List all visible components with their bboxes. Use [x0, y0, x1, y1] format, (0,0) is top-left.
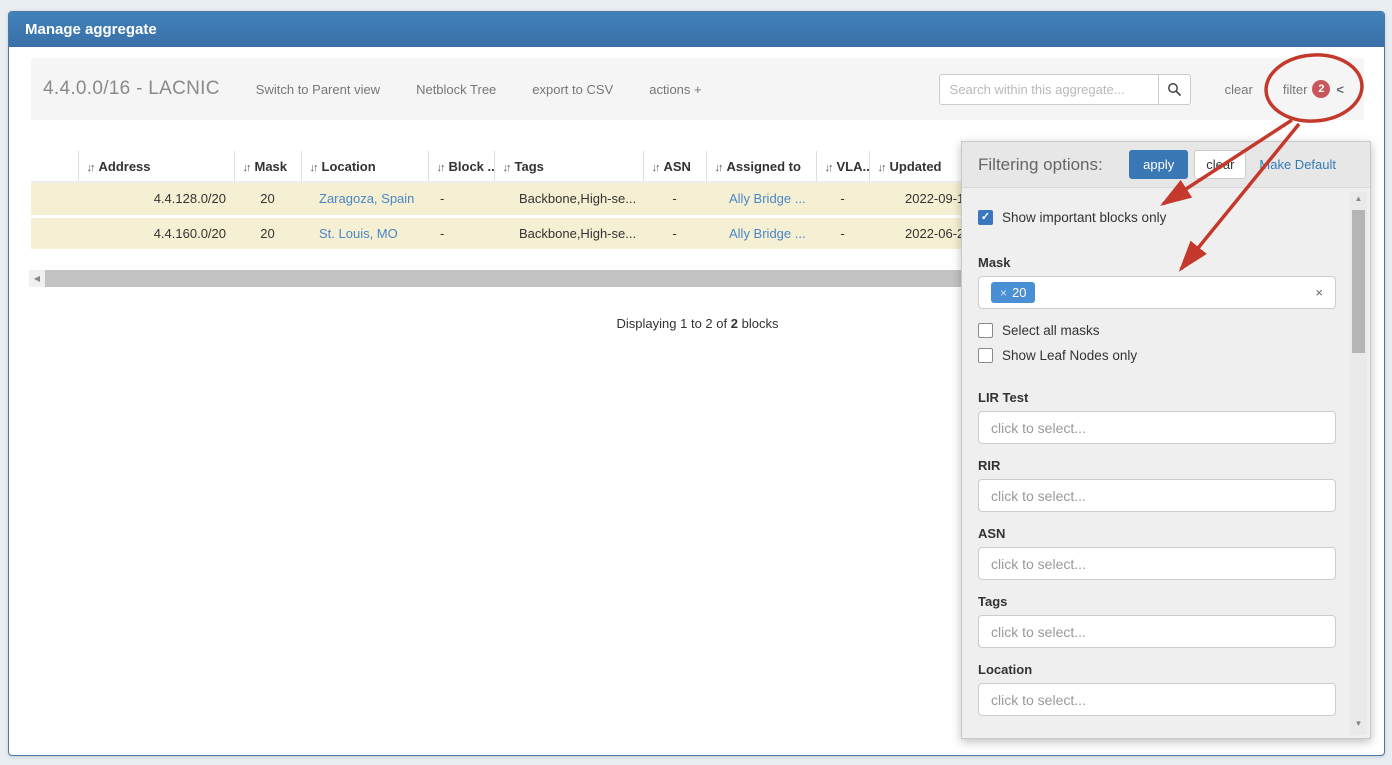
cell-vlan: -: [816, 216, 869, 252]
location-select[interactable]: click to select...: [978, 683, 1336, 716]
apply-button[interactable]: apply: [1129, 150, 1189, 179]
cell-tags: Backbone,High-se...: [494, 216, 643, 252]
check-icon: ✓: [980, 211, 991, 223]
scrollbar-thumb[interactable]: [1352, 210, 1365, 353]
mask-clear-icon[interactable]: ×: [1315, 285, 1323, 300]
netblock-tree-link[interactable]: Netblock Tree: [416, 81, 497, 97]
cell-asn: -: [643, 216, 706, 252]
chip-remove-icon[interactable]: ×: [1000, 285, 1008, 300]
lir-test-label: LIR Test: [978, 390, 1029, 405]
cell-updated: 2022-09-15: [869, 182, 961, 218]
column-location[interactable]: ↓↑ Location: [300, 151, 428, 183]
asn-label: ASN: [978, 526, 1006, 541]
assigned-to-link[interactable]: Ally Bridge ...: [729, 225, 806, 241]
table-header-row: ↓↑ Address ↓↑ Mask ↓↑ Location ↓↑ Block ... …: [31, 151, 961, 183]
blocks-table: ↓↑ Address ↓↑ Mask ↓↑ Location ↓↑ Block ... …: [31, 151, 961, 252]
sort-icon: ↓↑: [502, 161, 512, 174]
column-vlan[interactable]: ↓↑VLA...: [815, 151, 869, 183]
cell-vlan: -: [816, 182, 869, 218]
aggregate-title: 4.4.0.0/16 - LACNIC: [43, 78, 220, 99]
switch-parent-view-link[interactable]: Switch to Parent view: [255, 81, 381, 97]
scroll-left-icon[interactable]: ◀: [29, 270, 45, 287]
export-csv-link[interactable]: export to CSV: [532, 81, 614, 97]
tags-label: Tags: [978, 594, 1008, 609]
column-asn[interactable]: ↓↑ ASN: [642, 151, 706, 183]
checkbox-show-important-blocks[interactable]: ✓ Show important blocks only: [978, 210, 1166, 225]
sort-icon: ↓↑: [309, 161, 319, 174]
cell-mask: 20: [234, 216, 301, 252]
scroll-up-icon[interactable]: ▲: [1354, 194, 1363, 203]
table-row[interactable]: 4.4.128.0/20 20 Zaragoza, Spain - Backbo…: [31, 182, 961, 218]
column-block[interactable]: ↓↑ Block ...: [427, 151, 494, 183]
mask-chip[interactable]: × 20: [991, 282, 1036, 303]
clear-search-link[interactable]: clear: [1224, 81, 1253, 97]
cell-location: Zaragoza, Spain: [301, 182, 428, 218]
mask-select[interactable]: × 20 ×: [978, 276, 1336, 309]
cell-tags: Backbone,High-se...: [494, 182, 643, 218]
cell-mask: 20: [234, 182, 301, 218]
checkbox-select-all-masks[interactable]: ✓ Select all masks: [978, 323, 1100, 338]
search-input[interactable]: [938, 73, 1159, 105]
cell-updated: 2022-06-24: [869, 216, 961, 252]
cell-assigned-to: Ally Bridge ...: [706, 182, 816, 218]
assigned-to-link[interactable]: Ally Bridge ...: [729, 191, 806, 207]
location-link[interactable]: Zaragoza, Spain: [319, 191, 415, 207]
sort-icon: ↓↑: [242, 161, 252, 174]
column-mask[interactable]: ↓↑ Mask: [233, 151, 301, 183]
asn-select[interactable]: click to select...: [978, 547, 1336, 580]
filter-count-badge: 2: [1312, 80, 1331, 98]
sort-icon: ↓↑: [714, 161, 724, 174]
chevron-left-icon: <: [1336, 81, 1344, 97]
filter-panel-header: Filtering options: apply clear Make Defa…: [962, 142, 1370, 188]
make-default-link[interactable]: Make Default: [1259, 157, 1336, 172]
lir-test-select[interactable]: click to select...: [978, 411, 1336, 444]
mask-label: Mask: [978, 255, 1011, 270]
pagination-summary: Displaying 1 to 2 of 2 blocks: [616, 316, 779, 331]
column-tags[interactable]: ↓↑ Tags: [493, 151, 643, 183]
rir-select[interactable]: click to select...: [978, 479, 1336, 512]
rir-label: RIR: [978, 458, 1001, 473]
horizontal-scrollbar[interactable]: ◀: [29, 270, 967, 287]
clear-button[interactable]: clear: [1194, 150, 1247, 179]
column-address[interactable]: ↓↑ Address: [77, 151, 234, 183]
scroll-down-icon[interactable]: ▼: [1354, 719, 1363, 728]
cell-asn: -: [643, 182, 706, 218]
search-icon: [1167, 82, 1181, 96]
toolbar-right: clear filter 2 <: [938, 73, 1344, 105]
sort-icon: ↓↑: [86, 161, 96, 174]
column-updated[interactable]: ↓↑ Updated: [868, 151, 961, 183]
filter-toggle[interactable]: filter 2 <: [1283, 80, 1344, 98]
sort-icon: ↓↑: [436, 161, 446, 174]
toolbar: 4.4.0.0/16 - LACNIC Switch to Parent vie…: [31, 58, 1364, 120]
cell-block: -: [428, 182, 494, 218]
search-button[interactable]: [1158, 73, 1191, 105]
filter-panel: Filtering options: apply clear Make Defa…: [961, 141, 1371, 739]
cell-assigned-to: Ally Bridge ...: [706, 216, 816, 252]
cell-address: 4.4.128.0/20: [78, 182, 234, 218]
dialog-title: Manage aggregate: [9, 12, 1384, 47]
cell-address: 4.4.160.0/20: [78, 216, 234, 252]
checkbox-icon[interactable]: ✓: [978, 210, 993, 225]
cell-location: St. Louis, MO: [301, 216, 428, 252]
tags-select[interactable]: click to select...: [978, 615, 1336, 648]
checkbox-icon[interactable]: ✓: [978, 348, 993, 363]
checkbox-icon[interactable]: ✓: [978, 323, 993, 338]
column-assigned-to[interactable]: ↓↑ Assigned to: [705, 151, 816, 183]
actions-menu[interactable]: actions +: [649, 81, 702, 97]
location-label: Location: [978, 662, 1033, 677]
sort-icon: ↓↑: [877, 161, 887, 174]
sort-icon: ↓↑: [651, 161, 661, 174]
filter-panel-title: Filtering options:: [978, 154, 1103, 174]
location-link[interactable]: St. Louis, MO: [319, 225, 398, 241]
filter-label: filter: [1282, 81, 1308, 97]
checkbox-show-leaf-nodes[interactable]: ✓ Show Leaf Nodes only: [978, 348, 1137, 363]
cell-block: -: [428, 216, 494, 252]
column-select: [31, 151, 78, 183]
table-row[interactable]: 4.4.160.0/20 20 St. Louis, MO - Backbone…: [31, 216, 961, 252]
manage-aggregate-dialog: Manage aggregate 4.4.0.0/16 - LACNIC Swi…: [8, 11, 1385, 756]
scrollbar-thumb[interactable]: [45, 270, 967, 287]
sort-icon: ↓↑: [824, 161, 834, 174]
panel-scrollbar[interactable]: ▲ ▼: [1350, 192, 1367, 735]
